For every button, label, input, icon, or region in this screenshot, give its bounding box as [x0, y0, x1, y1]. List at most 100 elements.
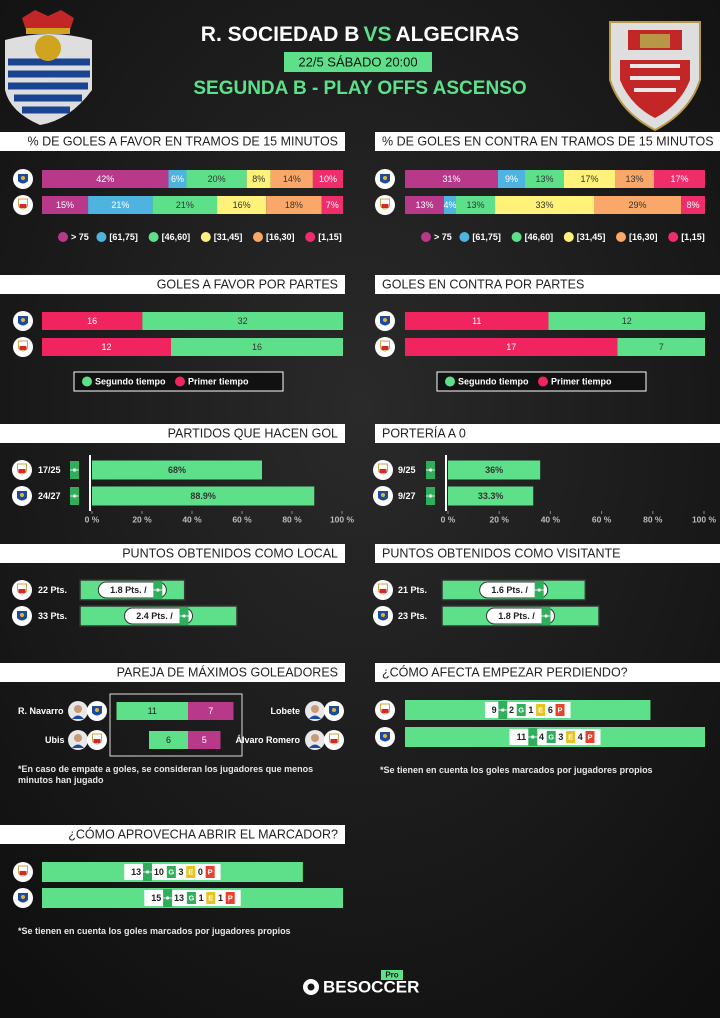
player-name: Álvaro Romero	[235, 735, 300, 745]
section-header	[375, 663, 720, 682]
note: *En caso de empate a goles, se considera…	[18, 764, 314, 785]
bar-segment	[615, 170, 654, 188]
scorer-box	[109, 693, 243, 757]
goals-bar	[188, 702, 234, 720]
legend-label: [1,15]	[318, 232, 342, 242]
section-title: PUNTOS OBTENIDOS COMO VISITANTE	[382, 546, 620, 560]
record-number: 2	[509, 705, 514, 715]
player-name: Lobete	[270, 706, 300, 716]
value-label: 21%	[111, 200, 129, 210]
legend-label: [31,45]	[577, 232, 606, 242]
away-crest	[609, 21, 701, 132]
result-badge	[536, 704, 546, 716]
bar-segment	[548, 312, 705, 330]
brand: BESOCCER	[323, 977, 419, 996]
team-icon-band	[379, 589, 387, 593]
result-badge	[206, 892, 216, 904]
player-body	[309, 715, 321, 719]
section-title: PUNTOS OBTENIDOS COMO LOCAL	[122, 546, 338, 560]
legend-marker	[538, 376, 548, 387]
result-badge	[205, 866, 215, 878]
bar-segment	[681, 196, 705, 214]
legend-label: Primer tiempo	[551, 376, 612, 386]
x-tick-label: 20 %	[132, 514, 152, 524]
legend-label: Segundo tiempo	[95, 376, 166, 386]
pitch-icon-dot	[72, 494, 77, 498]
value-label: 17%	[670, 174, 688, 184]
brand-badge: Pro	[385, 971, 398, 980]
record-number: 13	[131, 867, 141, 877]
value-label: 13%	[535, 174, 553, 184]
team-icon-band	[379, 469, 387, 473]
value-label: 14%	[283, 174, 301, 184]
value-label: 13%	[415, 200, 433, 210]
pitch-icon-dot	[537, 588, 541, 592]
result-key: E	[568, 732, 573, 741]
bar-segment	[270, 170, 313, 188]
legend-marker	[511, 232, 522, 242]
legend-marker	[58, 232, 68, 242]
pitch-icon-dot	[531, 735, 535, 739]
brand-icon-inner	[307, 983, 315, 991]
result-key: E	[208, 893, 213, 902]
note-box: *En caso de empate a goles, se considera…	[18, 764, 314, 785]
team-icon-ball	[21, 895, 25, 899]
legend-label: [46,60]	[525, 232, 554, 242]
team-icon-ball	[20, 493, 24, 497]
result-badge	[186, 866, 196, 878]
value-label: 10%	[319, 174, 337, 184]
team-icon-ball	[383, 318, 387, 322]
value-label: 7	[659, 342, 664, 352]
result-badge	[225, 892, 235, 904]
category-label: 9/27	[398, 491, 416, 501]
result-key: G	[168, 867, 174, 876]
value-label: 8%	[686, 200, 699, 210]
value-label: 17	[506, 342, 516, 352]
bar-segment	[152, 196, 218, 214]
competition: SEGUNDA B - PLAY OFFS ASCENSO	[193, 78, 526, 99]
legend-marker	[253, 232, 263, 242]
team-icon-band	[19, 346, 27, 350]
result-key: G	[518, 705, 524, 714]
section-title: GOLES A FAVOR POR PARTES	[157, 277, 338, 291]
legend-marker	[445, 376, 455, 387]
bar-segment	[498, 170, 525, 188]
away-team: ALGECIRAS	[396, 23, 520, 46]
bar-segment	[42, 196, 89, 214]
section-title: ¿CÓMO AFECTA EMPEZAR PERDIENDO?	[382, 664, 628, 679]
points-label: 21 Pts.	[398, 585, 427, 595]
bar-segment	[217, 196, 267, 214]
result-badge	[516, 704, 526, 716]
brand-badge-bg	[381, 970, 403, 980]
bar-segment	[495, 196, 594, 214]
player-head	[74, 705, 82, 713]
value-label: 68%	[168, 465, 186, 475]
value-label: 6%	[171, 174, 184, 184]
team-icon-ball	[20, 613, 24, 617]
x-tick-label: 40 %	[541, 514, 561, 524]
team-icon-band	[381, 346, 389, 350]
player-name: Ubis	[45, 735, 65, 745]
bar-segment	[88, 196, 153, 214]
legend-marker	[82, 376, 92, 387]
result-badge	[585, 731, 595, 743]
legend-marker	[459, 232, 470, 242]
value-label: 20%	[208, 174, 226, 184]
legend-marker	[421, 232, 431, 242]
bar-segment	[654, 170, 705, 188]
team-icon-band	[330, 739, 338, 743]
team-icon-ball	[21, 318, 25, 322]
value-label: 16	[252, 342, 262, 352]
legend-marker	[148, 232, 159, 242]
pitch-icon-dot	[72, 468, 77, 472]
goals-label: 11	[148, 706, 157, 716]
home-crest	[5, 10, 92, 125]
result-key: E	[538, 705, 543, 714]
legend-label: Segundo tiempo	[458, 376, 529, 386]
value-label: 8%	[252, 174, 265, 184]
bar-segment	[246, 170, 271, 188]
record-number: 10	[154, 867, 164, 877]
bar-segment	[525, 170, 564, 188]
pitch-icon-dot	[166, 896, 170, 900]
